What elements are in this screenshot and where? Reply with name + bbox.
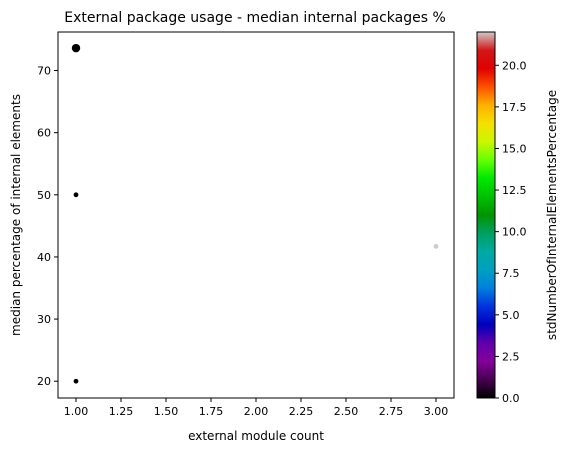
colorbar-tick-label: 10.0 — [502, 226, 527, 239]
colorbar-axis: 0.0 2.5 5.0 7.5 10.0 12.5 15.0 17.5 20.0 — [495, 59, 527, 405]
x-tick-label: 1.50 — [154, 405, 179, 418]
x-tick-label: 3.00 — [424, 405, 449, 418]
scatter-point — [73, 192, 79, 198]
y-tick-label: 40 — [37, 251, 51, 264]
y-tick-label: 60 — [37, 127, 51, 140]
colorbar-label: stdNumberOfInternalElementsPercentage — [545, 90, 559, 340]
y-tick-label: 70 — [37, 65, 51, 78]
chart-title: External package usage - median internal… — [64, 10, 446, 26]
colorbar-tick-label: 17.5 — [502, 101, 527, 114]
scatter-points — [71, 43, 439, 384]
scatter-point — [433, 243, 439, 249]
y-tick-label: 50 — [37, 189, 51, 202]
colorbar-tick-label: 2.5 — [502, 350, 520, 363]
y-axis: 20 30 40 50 60 70 — [37, 65, 58, 388]
colorbar-tick-label: 15.0 — [502, 142, 527, 155]
colorbar — [476, 31, 496, 399]
x-tick-label: 2.75 — [379, 405, 404, 418]
x-axis: 1.00 1.25 1.50 1.75 2.00 2.25 2.50 2.75 3.00 — [64, 398, 449, 418]
colorbar-tick-label: 5.0 — [502, 309, 520, 322]
colorbar-tick-label: 20.0 — [502, 59, 527, 72]
y-tick-label: 30 — [37, 313, 51, 326]
scatter-point — [73, 378, 79, 384]
scatter-point — [71, 43, 81, 53]
colorbar-tick-label: 7.5 — [502, 267, 520, 280]
x-axis-label: external module count — [188, 429, 324, 443]
colorbar-tick-label: 12.5 — [502, 184, 527, 197]
plot-frame — [57, 31, 455, 399]
x-tick-label: 2.50 — [334, 405, 359, 418]
x-tick-label: 1.25 — [109, 405, 134, 418]
colorbar-tick-label: 0.0 — [502, 392, 520, 405]
x-tick-label: 1.00 — [64, 405, 89, 418]
x-tick-label: 2.00 — [244, 405, 269, 418]
y-axis-label: median percentage of internal elements — [9, 94, 23, 336]
x-tick-label: 2.25 — [289, 405, 314, 418]
x-tick-label: 1.75 — [199, 405, 224, 418]
y-tick-label: 20 — [37, 375, 51, 388]
